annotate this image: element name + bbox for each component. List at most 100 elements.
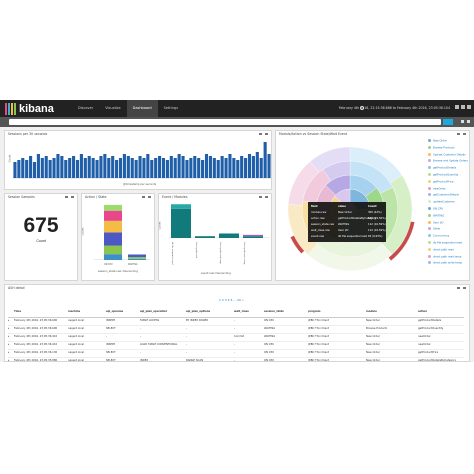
- search-input[interactable]: [9, 119, 441, 125]
- close-icon[interactable]: [71, 196, 74, 198]
- legend-item[interactable]: New Order: [428, 139, 447, 143]
- legend-item[interactable]: updateCustomer: [428, 200, 455, 204]
- session-bar[interactable]: [267, 154, 271, 178]
- table-row[interactable]: ▸ February 4th 2016, 23:05:36.410 oagent.l…: [8, 341, 464, 350]
- session-bar[interactable]: [134, 160, 138, 178]
- legend-item[interactable]: newOrder: [428, 186, 446, 190]
- column-header[interactable]: sql_plan_operation: [140, 310, 168, 313]
- sunburst-segment[interactable]: [290, 235, 305, 254]
- column-header[interactable]: session_state: [264, 310, 284, 313]
- session-bar[interactable]: [118, 158, 123, 178]
- expand-row-icon[interactable]: ▸: [8, 319, 10, 322]
- session-bar[interactable]: [91, 158, 95, 178]
- nav-dashboard[interactable]: Dashboard: [126, 100, 158, 117]
- action-state-bar-segment[interactable]: [104, 210, 122, 221]
- session-bar[interactable]: [13, 162, 17, 178]
- time-range-picker[interactable]: February 4th 2016, 22:15:36.686 to Febru…: [338, 106, 450, 110]
- legend-item[interactable]: db file sequential read: [428, 241, 462, 245]
- session-bar[interactable]: [165, 160, 169, 178]
- session-bar[interactable]: [72, 156, 76, 178]
- table-row[interactable]: ▸ February 4th 2016, 23:05:36.690 oagent.l…: [8, 317, 464, 326]
- session-bar[interactable]: [75, 160, 80, 178]
- column-header[interactable]: sql_opname: [106, 310, 124, 313]
- session-bar[interactable]: [17, 160, 21, 178]
- session-bar[interactable]: [83, 158, 87, 178]
- search-button[interactable]: [443, 119, 453, 125]
- session-bar[interactable]: [232, 158, 236, 178]
- nav-settings[interactable]: Settings: [163, 106, 179, 110]
- session-bar[interactable]: [138, 156, 142, 178]
- session-bar[interactable]: [32, 162, 37, 178]
- session-bar[interactable]: [60, 156, 64, 178]
- column-header[interactable]: machine: [68, 310, 81, 313]
- session-bar[interactable]: [29, 156, 33, 178]
- session-bar[interactable]: [228, 154, 232, 178]
- legend-item[interactable]: WAITING: [428, 213, 444, 217]
- column-header[interactable]: sql_plan_options: [186, 310, 211, 313]
- open-icon[interactable]: [467, 105, 471, 109]
- edit-icon[interactable]: [259, 196, 262, 198]
- session-bar[interactable]: [255, 152, 259, 178]
- expand-row-icon[interactable]: ▸: [8, 327, 10, 330]
- session-bar[interactable]: [259, 158, 263, 178]
- event-modules-bar-segment[interactable]: [219, 233, 239, 239]
- session-bar[interactable]: [197, 158, 201, 178]
- edit-icon[interactable]: [142, 196, 145, 198]
- session-bar[interactable]: [220, 156, 224, 178]
- session-bar[interactable]: [44, 156, 48, 178]
- session-bar[interactable]: [240, 156, 244, 178]
- session-bar[interactable]: [251, 156, 255, 178]
- session-bar[interactable]: [107, 158, 111, 178]
- event-modules-bar-segment[interactable]: [243, 236, 263, 238]
- session-bar[interactable]: [224, 158, 228, 178]
- session-bar[interactable]: [103, 154, 107, 178]
- action-state-bar-segment[interactable]: [128, 257, 146, 259]
- session-bar[interactable]: [99, 156, 103, 178]
- edit-icon[interactable]: [457, 287, 460, 289]
- session-bar[interactable]: [79, 154, 83, 178]
- table-row[interactable]: ▸ February 4th 2016, 23:05:36.690 oagent.l…: [8, 325, 464, 334]
- session-bar[interactable]: [185, 160, 189, 178]
- session-bar[interactable]: [208, 156, 212, 178]
- action-state-bar-segment[interactable]: [104, 254, 122, 260]
- session-bar[interactable]: [52, 158, 56, 178]
- legend-item[interactable]: Browse Products: [428, 145, 454, 149]
- legend-item[interactable]: Update Customer Details: [428, 152, 466, 156]
- session-bar[interactable]: [193, 156, 197, 178]
- session-bar[interactable]: [158, 156, 162, 178]
- event-modules-bar-segment[interactable]: [171, 208, 191, 238]
- close-icon[interactable]: [148, 196, 151, 198]
- session-bar[interactable]: [126, 156, 130, 178]
- legend-item[interactable]: direct path write temp: [428, 261, 462, 265]
- column-header[interactable]: Time: [14, 310, 22, 313]
- session-bar[interactable]: [146, 154, 150, 178]
- action-state-bar-segment[interactable]: [104, 245, 122, 255]
- share-icon[interactable]: [461, 120, 464, 123]
- table-row[interactable]: ▸ February 4th 2016, 23:05:36.130 oagent.l…: [8, 349, 464, 358]
- save-icon[interactable]: [461, 105, 465, 109]
- legend-item[interactable]: getCustomerDetails: [428, 193, 459, 197]
- session-bar[interactable]: [244, 158, 248, 178]
- session-bar[interactable]: [154, 158, 158, 178]
- expand-row-icon[interactable]: ▸: [8, 343, 10, 346]
- session-bar[interactable]: [36, 154, 40, 178]
- session-bar[interactable]: [142, 158, 146, 178]
- action-state-bar-segment[interactable]: [104, 220, 122, 233]
- legend-item[interactable]: getProductQuantity: [428, 173, 458, 177]
- nav-visualize[interactable]: Visualize: [105, 106, 121, 110]
- close-icon[interactable]: [265, 133, 268, 135]
- settings-icon[interactable]: [467, 120, 470, 123]
- session-bar[interactable]: [115, 160, 119, 178]
- expand-row-icon[interactable]: ▸: [8, 351, 10, 354]
- close-icon[interactable]: [463, 133, 466, 135]
- session-bar[interactable]: [201, 160, 205, 178]
- legend-item[interactable]: getProductDetails: [428, 166, 456, 170]
- legend-item[interactable]: Other: [428, 227, 440, 231]
- action-state-bar-segment[interactable]: [128, 258, 146, 260]
- legend-item[interactable]: Concurrency: [428, 234, 449, 238]
- session-bar[interactable]: [40, 158, 44, 178]
- session-bar[interactable]: [236, 160, 240, 178]
- legend-item[interactable]: User I/O: [428, 220, 443, 224]
- legend-item[interactable]: direct path read: [428, 247, 454, 251]
- session-bar[interactable]: [181, 156, 185, 178]
